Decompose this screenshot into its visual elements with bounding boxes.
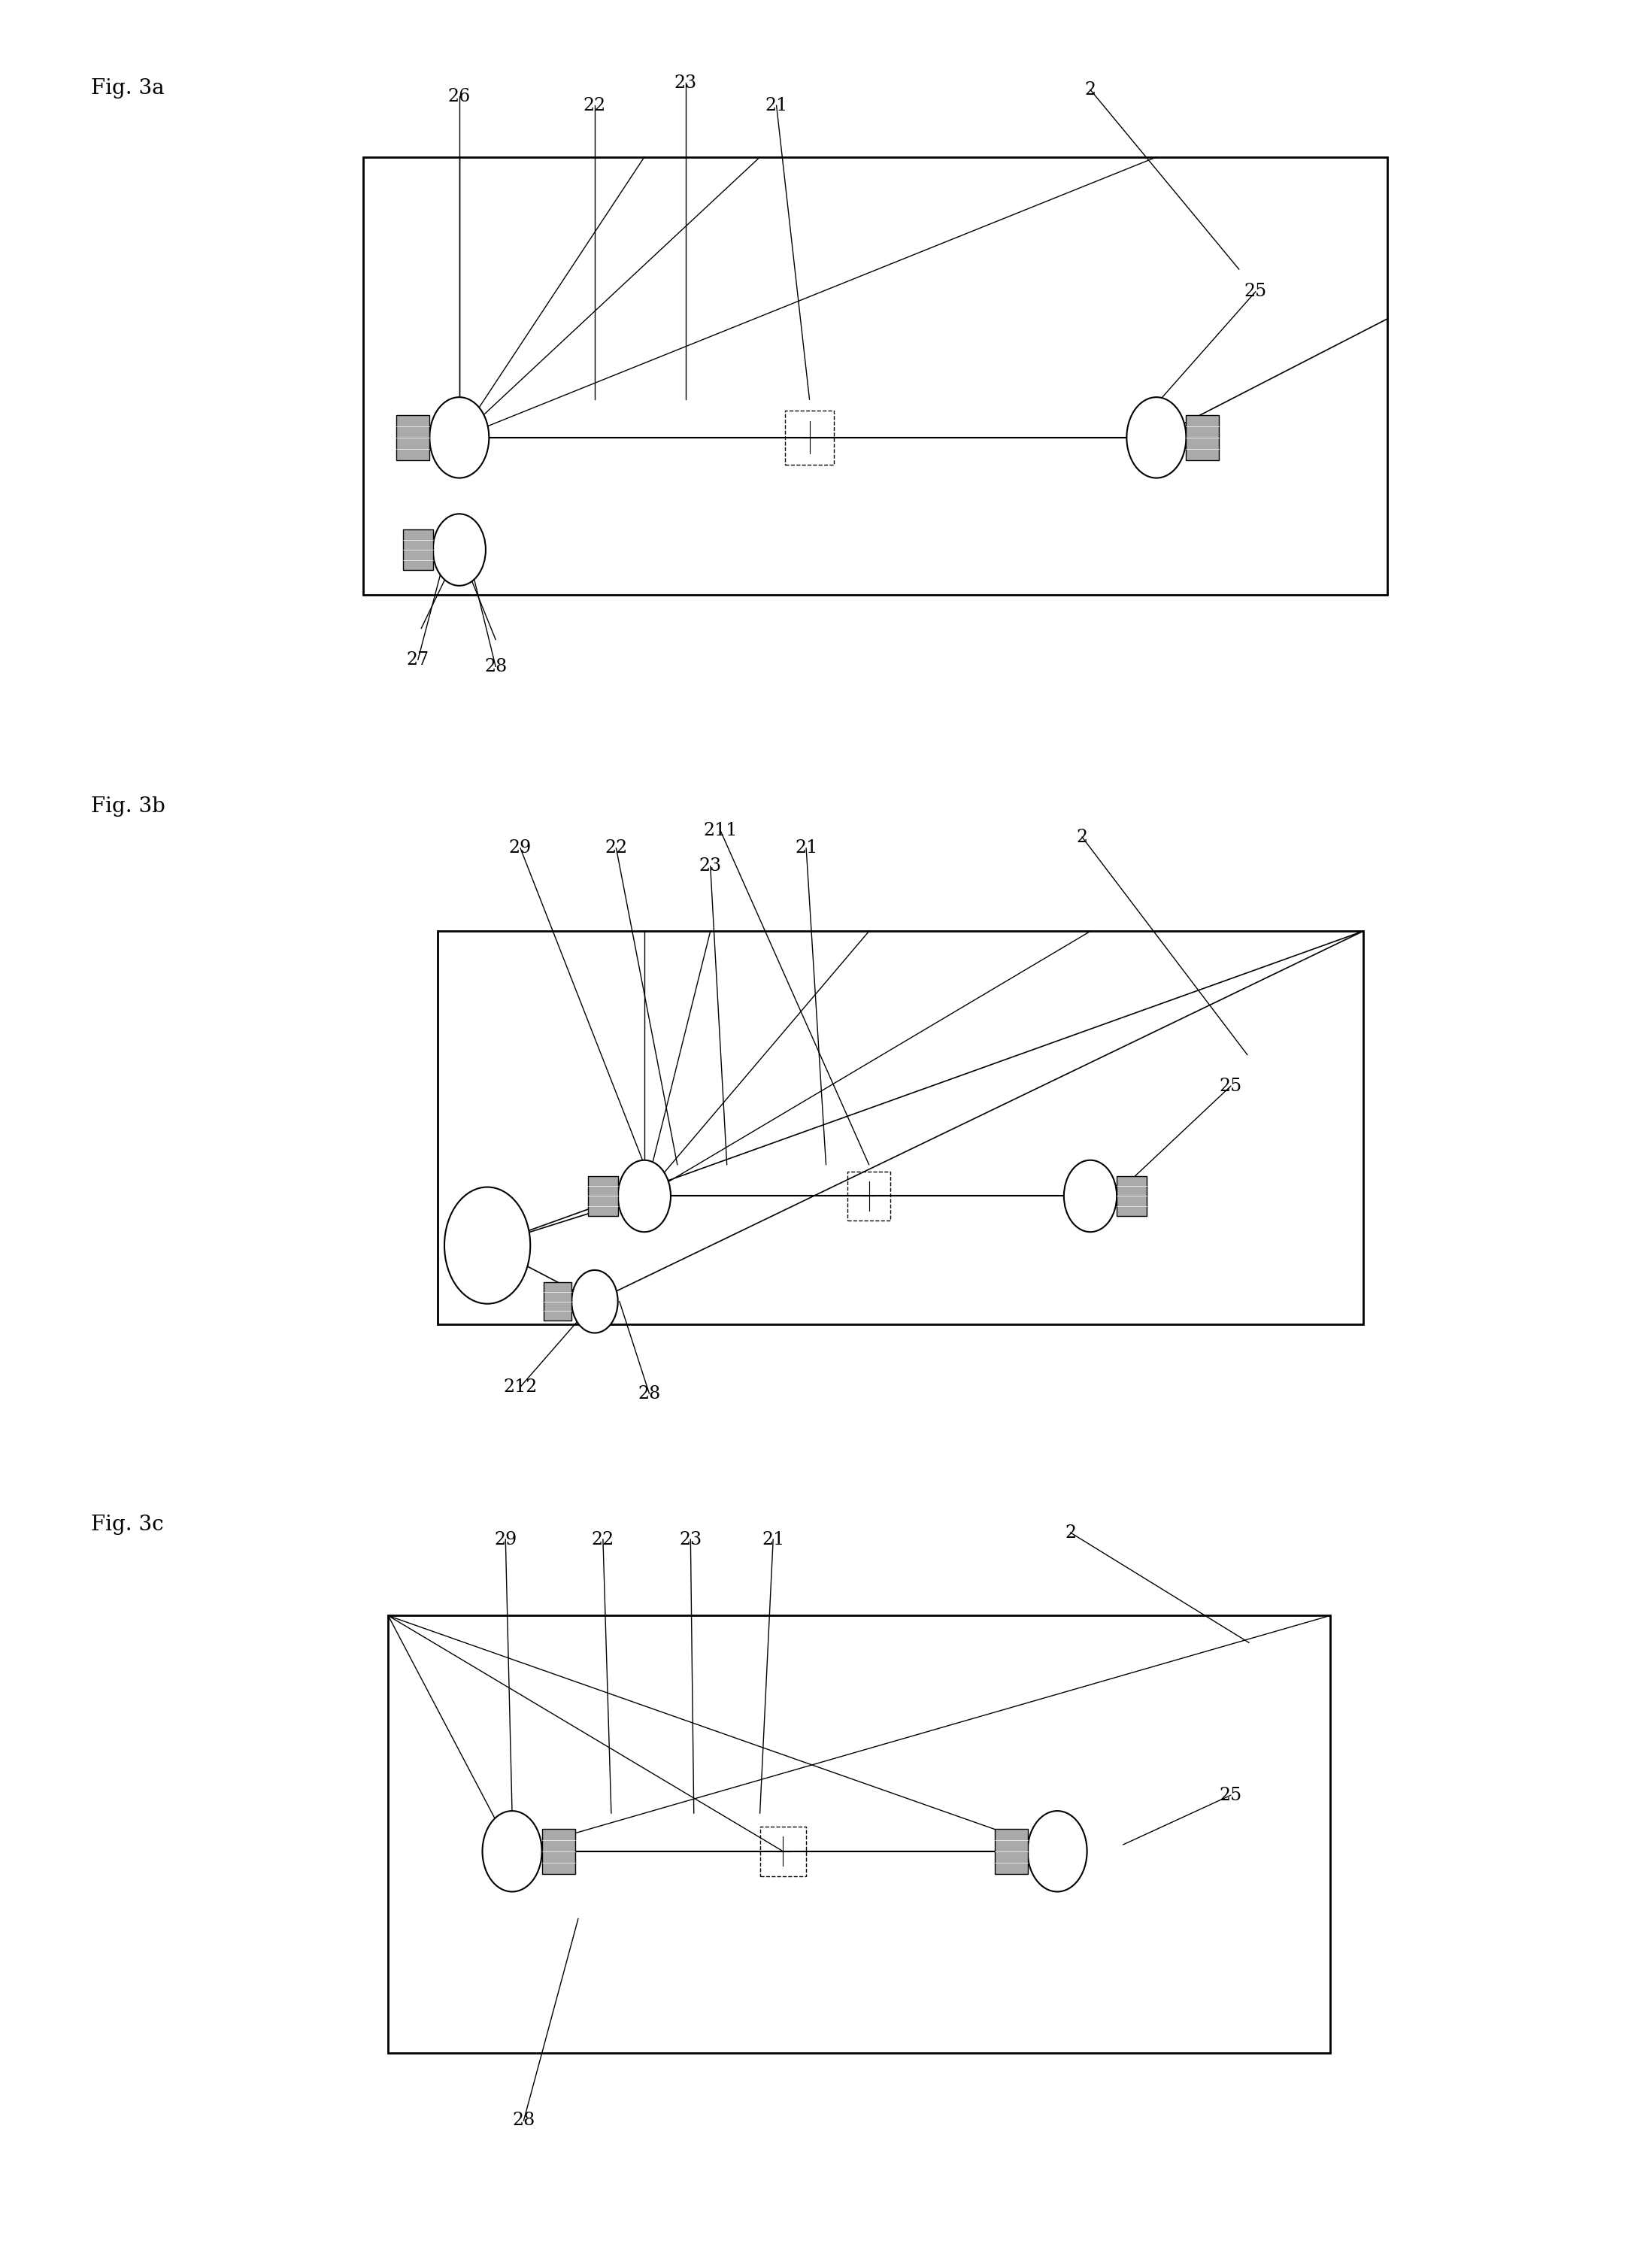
Text: 28: 28 <box>638 1385 661 1402</box>
Bar <box>544 1284 572 1319</box>
Bar <box>438 931 1363 1324</box>
Circle shape <box>1127 397 1186 478</box>
Text: 21: 21 <box>765 96 788 114</box>
Text: 28: 28 <box>484 657 507 675</box>
Bar <box>403 530 433 570</box>
Bar <box>388 1616 1330 2053</box>
Circle shape <box>430 397 489 478</box>
Text: 22: 22 <box>605 839 628 857</box>
Circle shape <box>444 1187 530 1304</box>
Bar <box>588 1176 618 1216</box>
Bar <box>542 1829 575 1874</box>
Circle shape <box>482 1811 542 1892</box>
Circle shape <box>1028 1811 1087 1892</box>
Text: Fig. 3a: Fig. 3a <box>91 79 164 99</box>
Bar <box>760 1827 806 1876</box>
Text: 25: 25 <box>1244 283 1267 301</box>
Text: 27: 27 <box>406 651 430 669</box>
Text: 2: 2 <box>1066 1524 1075 1542</box>
Text: 21: 21 <box>762 1530 785 1548</box>
Text: 211: 211 <box>704 821 737 839</box>
Text: 2: 2 <box>1085 81 1095 99</box>
Text: 25: 25 <box>1219 1786 1242 1804</box>
Bar <box>785 411 834 465</box>
Circle shape <box>618 1160 671 1232</box>
Text: 25: 25 <box>1219 1077 1242 1095</box>
Circle shape <box>572 1270 618 1333</box>
Text: 212: 212 <box>504 1378 537 1396</box>
Text: Fig. 3b: Fig. 3b <box>91 797 165 817</box>
Text: 29: 29 <box>509 839 532 857</box>
Text: 26: 26 <box>448 88 471 105</box>
Bar <box>995 1829 1028 1874</box>
Text: 2: 2 <box>1077 828 1087 846</box>
Text: 21: 21 <box>795 839 818 857</box>
Text: 28: 28 <box>512 2112 535 2130</box>
Text: Fig. 3c: Fig. 3c <box>91 1515 164 1535</box>
Text: 29: 29 <box>494 1530 517 1548</box>
Text: 23: 23 <box>679 1530 702 1548</box>
Circle shape <box>433 514 486 586</box>
Text: 23: 23 <box>674 74 697 92</box>
Bar <box>363 157 1388 595</box>
Text: 22: 22 <box>583 96 606 114</box>
Text: 23: 23 <box>699 857 722 875</box>
Bar <box>1186 415 1219 460</box>
Circle shape <box>1064 1160 1117 1232</box>
Bar <box>847 1171 890 1221</box>
Bar <box>1117 1176 1146 1216</box>
Text: 22: 22 <box>591 1530 615 1548</box>
Bar <box>396 415 430 460</box>
